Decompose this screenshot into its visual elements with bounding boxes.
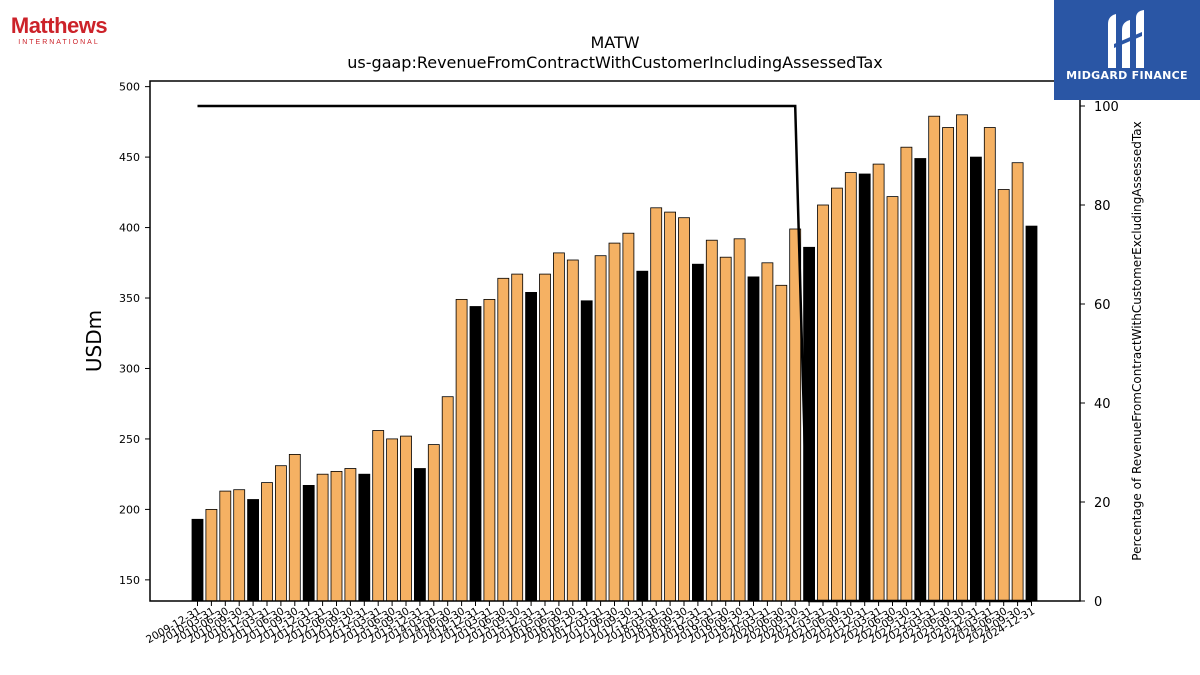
bar	[594, 255, 607, 602]
bar	[497, 277, 510, 602]
bar	[636, 270, 649, 602]
bar	[900, 146, 913, 602]
y-axis-left: 150 200 250 300 350 400 450 500	[119, 81, 150, 587]
bar	[205, 508, 218, 602]
bar	[274, 465, 287, 602]
bar	[608, 242, 621, 602]
bar	[664, 211, 676, 602]
y-tick-label: 400	[119, 222, 140, 235]
y-tick-label: 300	[119, 362, 140, 375]
y-right-tick-label: 0	[1094, 595, 1102, 610]
bar	[469, 306, 482, 602]
bar	[886, 196, 899, 602]
bar	[413, 468, 426, 602]
bar	[942, 127, 954, 602]
bar	[858, 173, 871, 602]
logo-sub: INTERNATIONAL	[18, 39, 100, 46]
bar	[622, 232, 635, 602]
bar	[288, 453, 301, 602]
y-right-tick-label: 100	[1094, 100, 1119, 115]
logo-name: MIDGARD FINANCE	[1066, 69, 1188, 82]
midgard-mark-icon	[1108, 10, 1144, 68]
y-tick-label: 200	[119, 503, 140, 516]
y-tick-label: 500	[119, 81, 140, 94]
bar	[1025, 225, 1038, 602]
bar	[525, 291, 537, 602]
bar-group	[191, 114, 1038, 602]
bar	[817, 204, 829, 602]
midgard-finance-logo: MIDGARD FINANCE	[1054, 0, 1200, 100]
bar	[566, 259, 579, 602]
y-right-tick-label: 20	[1094, 496, 1111, 511]
chart-subtitle: us-gaap:RevenueFromContractWithCustomerI…	[347, 53, 882, 72]
y-tick-label: 250	[119, 433, 140, 446]
bar	[483, 298, 496, 602]
y-axis-right-label: Percentage of RevenueFromContractWithCus…	[1130, 121, 1144, 560]
bar	[191, 518, 204, 602]
bar	[247, 499, 260, 602]
bar	[316, 473, 329, 602]
y-right-tick-label: 40	[1094, 397, 1111, 412]
bar	[705, 239, 718, 602]
bar	[956, 114, 968, 602]
bar	[330, 470, 343, 602]
bar	[914, 158, 927, 602]
y-axis-label: USDm	[82, 310, 106, 372]
bar	[678, 217, 690, 602]
bar	[344, 468, 357, 602]
bar	[983, 127, 996, 602]
y-tick-label: 150	[119, 574, 140, 587]
bar	[219, 490, 232, 602]
bar	[580, 300, 593, 602]
bar	[997, 189, 1010, 602]
matthews-logo: Matthews INTERNATIONAL	[6, 13, 112, 47]
bar	[539, 273, 551, 602]
y-right-tick-label: 80	[1094, 199, 1111, 214]
bar	[261, 482, 273, 602]
bar	[970, 156, 982, 602]
bar	[427, 444, 440, 602]
bar	[747, 276, 760, 602]
bar	[511, 273, 524, 602]
bar	[386, 438, 399, 602]
bar	[872, 163, 885, 602]
bar	[233, 489, 246, 602]
bar	[302, 484, 315, 602]
bar	[733, 238, 746, 602]
logo-brand: Matthews	[10, 13, 108, 38]
bar	[761, 262, 774, 602]
bar	[1011, 162, 1024, 602]
bar	[844, 172, 857, 602]
bar	[441, 396, 454, 602]
chart-title: MATW	[590, 33, 639, 52]
bar	[692, 263, 704, 602]
x-axis: 2009-12-312010-03-312010-06-302010-09-30…	[144, 601, 1037, 646]
bar	[928, 115, 941, 602]
bar	[831, 187, 843, 602]
bar	[775, 284, 788, 602]
bar	[400, 435, 412, 602]
bar	[358, 473, 371, 602]
bar	[455, 298, 468, 602]
bar	[650, 207, 663, 602]
y-tick-label: 450	[119, 151, 140, 164]
y-tick-label: 350	[119, 292, 140, 305]
bar	[553, 252, 565, 602]
y-right-tick-label: 60	[1094, 298, 1111, 313]
y-axis-right: 0 20 40 60 80 100	[1080, 100, 1119, 610]
bar	[372, 430, 385, 602]
bar	[719, 256, 732, 602]
